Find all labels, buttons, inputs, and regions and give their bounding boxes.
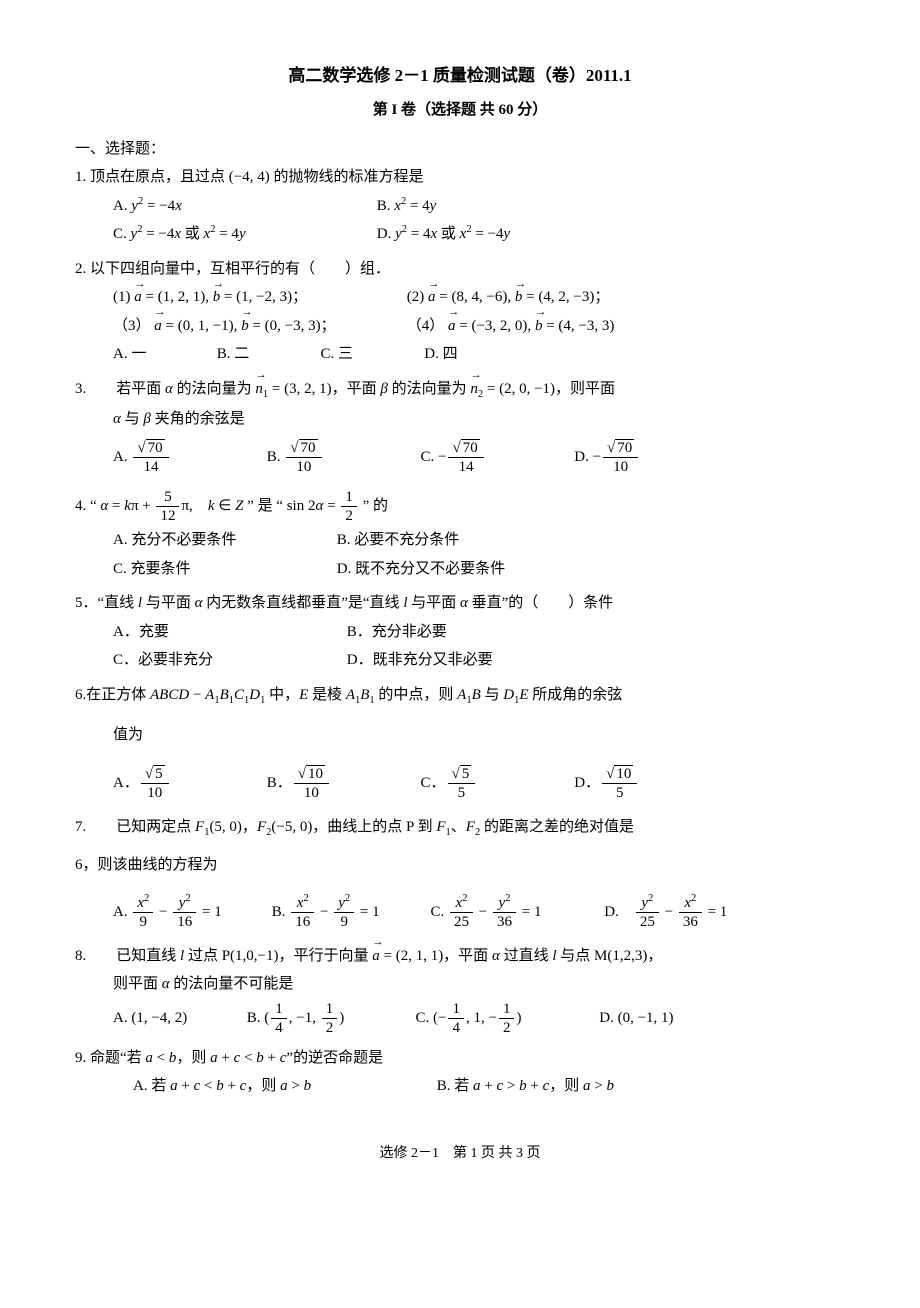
q8-stem-line1: 8. 已知直线 l 过点 P(1,0,−1)，平行于向量 a = (2, 1, … — [75, 942, 845, 971]
q6-opt-a: A．√510 — [113, 759, 263, 807]
q2-opt-b: B. 二 — [217, 340, 317, 369]
q3-opt-a: A. √7014 — [113, 433, 263, 481]
exam-title: 高二数学选修 2－1 质量检测试题（卷）2011.1 — [75, 60, 845, 92]
q5-stem: 5．“直线 l 与平面 α 内无数条直线都垂直”是“直线 l 与平面 α 垂直”… — [75, 589, 845, 618]
q4-stem: 4. “ α = kπ + 512π, k ∈ Z ” 是 “ sin 2α =… — [75, 487, 845, 526]
q2-opt-c: C. 三 — [321, 340, 421, 369]
q6-stem-line1: 6.在正方体 ABCD − A1B1C1D1 中，E 是棱 A1B1 的中点，则… — [75, 681, 845, 711]
q6-opt-c: C．√55 — [421, 759, 571, 807]
q2-opt-a: A. 一 — [113, 340, 213, 369]
question-1: 1. 顶点在原点，且过点 (−4, 4) 的抛物线的标准方程是 A. y2 = … — [75, 163, 845, 249]
q3-stem-line1: 3. 若平面 α 的法向量为 n1 = (3, 2, 1)，平面 β 的法向量为… — [75, 375, 845, 405]
page-footer: 选修 2－1 第 1 页 共 3 页 — [75, 1141, 845, 1168]
q1-opt-d: D. y2 = 4x 或 x2 = −4y — [377, 220, 637, 249]
q1-opt-c: C. y2 = −4x 或 x2 = 4y — [113, 220, 373, 249]
q9-opt-a: A. 若 a + c < b + c，则 a > b — [133, 1072, 433, 1101]
question-7: 7. 已知两定点 F1(5, 0)，F2(−5, 0)，曲线上的点 P 到 F1… — [75, 813, 845, 935]
q7-opt-c: C. x225 − y236 = 1 — [431, 888, 601, 936]
q8-opt-c: C. (−14, 1, −12) — [416, 999, 596, 1038]
q7-stem-line2: 6，则该曲线的方程为 — [75, 851, 845, 880]
q4-opt-b: B. 必要不充分条件 — [337, 532, 460, 548]
q5-opt-b: B．充分非必要 — [347, 624, 447, 640]
q3-opt-c: C. −√7014 — [421, 433, 571, 481]
question-6: 6.在正方体 ABCD − A1B1C1D1 中，E 是棱 A1B1 的中点，则… — [75, 681, 845, 807]
section-1-heading: 一、选择题： — [75, 135, 845, 164]
q8-stem-line2: 则平面 α 的法向量不可能是 — [75, 970, 845, 999]
q9-opt-b: B. 若 a + c > b + c，则 a > b — [437, 1078, 614, 1094]
q2-group-3: （3） a = (0, 1, −1), b = (0, −3, 3)； — [113, 312, 403, 341]
q2-group-2: (2) a = (8, 4, −6), b = (4, 2, −3)； — [407, 289, 610, 305]
q7-stem-line1: 7. 已知两定点 F1(5, 0)，F2(−5, 0)，曲线上的点 P 到 F1… — [75, 813, 845, 843]
q3-opt-b: B. √7010 — [267, 433, 417, 481]
q1-stem: 1. 顶点在原点，且过点 (−4, 4) 的抛物线的标准方程是 — [75, 163, 845, 192]
q5-opt-d: D．既非充分又非必要 — [347, 652, 493, 668]
q7-opt-d: D. y225 − x236 = 1 — [604, 904, 727, 920]
q6-opt-d: D．√105 — [574, 759, 724, 807]
q7-opt-a: A. x29 − y216 = 1 — [113, 888, 268, 936]
q5-opt-c: C．必要非充分 — [113, 646, 343, 675]
q4-opt-c: C. 充要条件 — [113, 555, 333, 584]
q4-opt-a: A. 充分不必要条件 — [113, 526, 333, 555]
question-5: 5．“直线 l 与平面 α 内无数条直线都垂直”是“直线 l 与平面 α 垂直”… — [75, 589, 845, 675]
exam-subtitle: 第 I 卷（选择题 共 60 分） — [75, 96, 845, 125]
q5-opt-a: A．充要 — [113, 618, 343, 647]
q1-opt-a: A. y2 = −4x — [113, 192, 373, 221]
q3-opt-d: D. −√7010 — [574, 433, 724, 481]
q2-group-4: （4） a = (−3, 2, 0), b = (4, −3, 3) — [407, 318, 615, 334]
question-3: 3. 若平面 α 的法向量为 n1 = (3, 2, 1)，平面 β 的法向量为… — [75, 375, 845, 481]
q8-opt-d: D. (0, −1, 1) — [599, 1010, 673, 1026]
q4-opt-d: D. 既不充分又不必要条件 — [337, 561, 505, 577]
question-2: 2. 以下四组向量中，互相平行的有（ ）组． (1) a = (1, 2, 1)… — [75, 255, 845, 369]
question-4: 4. “ α = kπ + 512π, k ∈ Z ” 是 “ sin 2α =… — [75, 487, 845, 583]
q9-stem: 9. 命题“若 a < b，则 a + c < b + c”的逆否命题是 — [75, 1044, 845, 1073]
q3-stem-line2: α 与 β 夹角的余弦是 — [75, 405, 845, 434]
q6-stem-line2: 值为 — [75, 721, 845, 750]
q1-opt-b: B. x2 = 4y — [377, 192, 637, 221]
question-9: 9. 命题“若 a < b，则 a + c < b + c”的逆否命题是 A. … — [75, 1044, 845, 1101]
question-8: 8. 已知直线 l 过点 P(1,0,−1)，平行于向量 a = (2, 1, … — [75, 942, 845, 1038]
q8-opt-b: B. (14, −1, 12) — [247, 999, 412, 1038]
q8-opt-a: A. (1, −4, 2) — [113, 999, 243, 1038]
q6-opt-b: B．√1010 — [267, 759, 417, 807]
q2-stem: 2. 以下四组向量中，互相平行的有（ ）组． — [75, 255, 845, 284]
q7-opt-b: B. x216 − y29 = 1 — [272, 888, 427, 936]
